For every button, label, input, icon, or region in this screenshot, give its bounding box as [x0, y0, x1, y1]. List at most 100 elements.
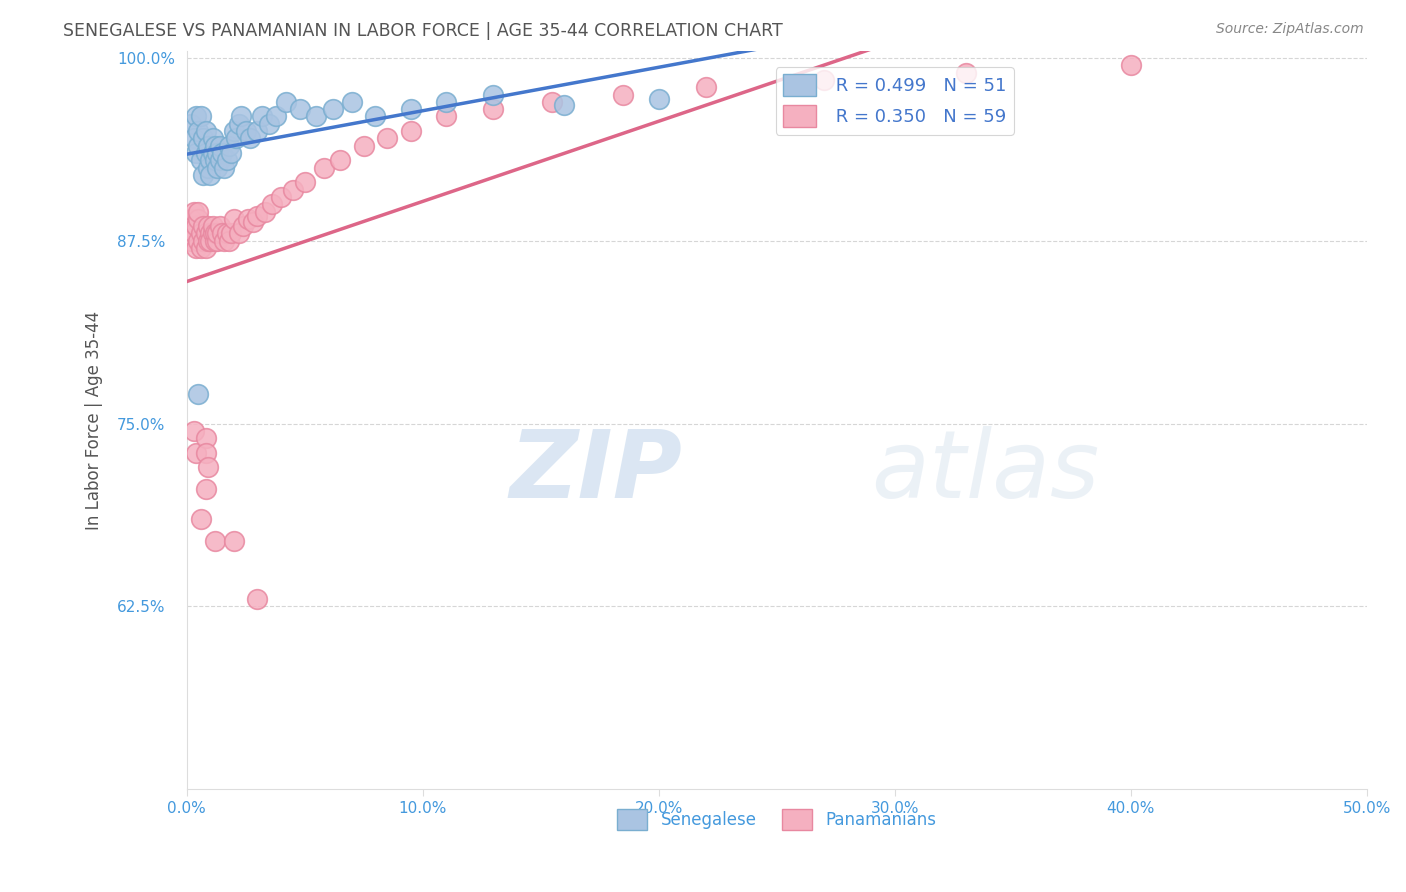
Point	[180, 234, 202, 248]
Point	[200, 153, 222, 168]
Point	[695, 80, 717, 95]
Point	[221, 227, 243, 241]
Point	[190, 153, 212, 168]
Point	[305, 110, 328, 124]
Point	[218, 138, 240, 153]
Point	[197, 460, 219, 475]
Point	[201, 227, 224, 241]
Point	[180, 211, 202, 226]
Point	[211, 227, 233, 241]
Point	[215, 227, 238, 241]
Point	[190, 227, 212, 241]
Point	[211, 146, 233, 161]
Point	[207, 227, 229, 241]
Point	[399, 102, 422, 116]
Point	[194, 146, 217, 161]
Point	[553, 97, 575, 112]
Point	[194, 446, 217, 460]
Point	[183, 227, 205, 241]
Point	[340, 95, 363, 109]
Point	[194, 241, 217, 255]
Point	[191, 234, 214, 248]
Point	[194, 483, 217, 497]
Text: ZIP: ZIP	[509, 425, 682, 517]
Point	[253, 204, 276, 219]
Point	[204, 138, 226, 153]
Point	[190, 511, 212, 525]
Point	[184, 219, 207, 234]
Point	[184, 446, 207, 460]
Point	[281, 183, 304, 197]
Point	[200, 227, 222, 241]
Point	[214, 161, 236, 175]
Point	[191, 168, 214, 182]
Point	[218, 234, 240, 248]
Point	[197, 138, 219, 153]
Point	[187, 204, 209, 219]
Point	[375, 131, 398, 145]
Point	[266, 110, 288, 124]
Point	[200, 168, 222, 182]
Point	[187, 138, 209, 153]
Point	[353, 138, 375, 153]
Point	[294, 175, 316, 189]
Point	[194, 431, 217, 445]
Point	[191, 219, 214, 234]
Point	[260, 197, 283, 211]
Point	[201, 131, 224, 145]
Point	[612, 87, 634, 102]
Point	[482, 87, 505, 102]
Point	[482, 102, 505, 116]
Text: atlas: atlas	[872, 426, 1099, 517]
Point	[180, 117, 202, 131]
Point	[183, 424, 205, 438]
Point	[239, 131, 262, 145]
Point	[236, 211, 259, 226]
Point	[312, 161, 335, 175]
Point	[214, 234, 236, 248]
Point	[184, 241, 207, 255]
Point	[204, 234, 226, 248]
Point	[235, 124, 257, 138]
Point	[246, 124, 269, 138]
Point	[184, 146, 207, 161]
Point	[1119, 58, 1142, 72]
Point	[541, 95, 564, 109]
Point	[399, 124, 422, 138]
Point	[207, 234, 229, 248]
Point	[190, 241, 212, 255]
Point	[194, 227, 217, 241]
Y-axis label: In Labor Force | Age 35-44: In Labor Force | Age 35-44	[86, 310, 103, 530]
Point	[187, 211, 209, 226]
Point	[204, 153, 226, 168]
Point	[955, 65, 977, 79]
Point	[204, 533, 226, 548]
Point	[183, 131, 205, 145]
Legend: Senegalese, Panamanians: Senegalese, Panamanians	[610, 803, 942, 837]
Point	[187, 387, 209, 401]
Point	[274, 95, 297, 109]
Point	[187, 124, 209, 138]
Point	[242, 215, 264, 229]
Point	[184, 110, 207, 124]
Point	[194, 124, 217, 138]
Point	[222, 533, 245, 548]
Point	[246, 209, 269, 223]
Point	[222, 124, 245, 138]
Point	[201, 219, 224, 234]
Point	[225, 131, 247, 145]
Point	[204, 227, 226, 241]
Point	[232, 219, 254, 234]
Point	[288, 102, 311, 116]
Point	[191, 131, 214, 145]
Point	[197, 234, 219, 248]
Point	[434, 95, 457, 109]
Point	[322, 102, 344, 116]
Point	[207, 146, 229, 161]
Point	[183, 204, 205, 219]
Point	[215, 153, 238, 168]
Point	[208, 153, 231, 168]
Point	[221, 146, 243, 161]
Point	[187, 234, 209, 248]
Point	[222, 211, 245, 226]
